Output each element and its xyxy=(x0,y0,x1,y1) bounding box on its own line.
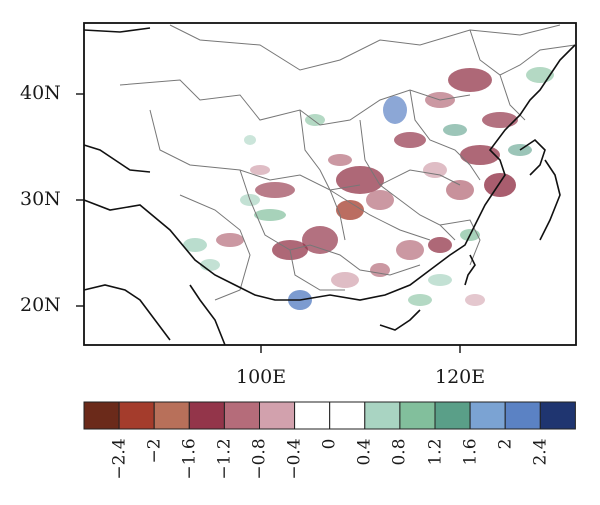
colorbar-tick-label: 1.2 xyxy=(425,437,446,466)
anomaly-blob xyxy=(465,294,485,306)
colorbar-swatch xyxy=(399,401,436,430)
colorbar-swatch xyxy=(153,401,190,430)
lat-ticks xyxy=(76,93,84,307)
lon-ticks xyxy=(260,345,461,353)
colorbar-swatch xyxy=(118,401,155,430)
colorbar-tick-label: −1.2 xyxy=(214,437,235,480)
colorbar-tick-label: 0.4 xyxy=(354,437,375,466)
anomaly-blob xyxy=(366,190,394,210)
colorbar-swatch xyxy=(83,401,120,430)
anomaly-blob xyxy=(254,209,286,221)
colorbar-tick-label: 2 xyxy=(495,438,516,449)
coastlines xyxy=(83,27,576,346)
colorbar-swatch xyxy=(223,401,260,430)
lat-label-40n: 40N xyxy=(20,82,61,104)
lon-label-100e: 100E xyxy=(236,366,287,388)
anomaly-blob xyxy=(396,240,424,260)
colorbar-tick-label: −0.8 xyxy=(249,437,270,480)
anomaly-blob xyxy=(328,154,352,166)
colorbar-tick-label: 2.4 xyxy=(530,437,551,466)
anomaly-blob xyxy=(216,233,244,247)
country-borders xyxy=(119,24,576,301)
anomaly-blob xyxy=(428,274,452,286)
colorbar xyxy=(83,401,576,430)
colorbar-swatch xyxy=(259,401,296,430)
colorbar-tick-label: −1.6 xyxy=(179,437,200,480)
anomaly-blob xyxy=(482,112,518,128)
colorbar-tick-label: 1.6 xyxy=(460,437,481,466)
anomaly-blob xyxy=(370,263,390,277)
anomaly-blob xyxy=(423,162,447,178)
anomaly-blob xyxy=(336,200,364,220)
colorbar-swatch xyxy=(364,401,401,430)
anomaly-blob xyxy=(428,237,452,253)
colorbar-swatch xyxy=(539,401,576,430)
colorbar-tick-label: −0.4 xyxy=(284,437,305,480)
anomaly-blob xyxy=(331,272,359,288)
anomaly-blob xyxy=(448,68,492,92)
anomaly-blob xyxy=(244,135,256,145)
anomaly-blob xyxy=(446,180,474,200)
colorbar-tick-label: −2 xyxy=(144,437,165,464)
colorbar-tick-label: 0 xyxy=(319,438,340,449)
colorbar-swatch xyxy=(504,401,541,430)
anomaly-blob xyxy=(250,165,270,175)
colorbar-swatch xyxy=(188,401,225,430)
lat-label-30n: 30N xyxy=(20,188,61,210)
colorbar-tick-label: 0.8 xyxy=(389,437,410,466)
lat-label-20n: 20N xyxy=(20,294,61,316)
anomaly-blob xyxy=(484,173,516,197)
anomaly-blob xyxy=(394,132,426,148)
colorbar-swatch xyxy=(434,401,471,430)
anomaly-blob xyxy=(383,96,407,124)
colorbar-swatch xyxy=(294,401,331,430)
anomaly-blob xyxy=(183,238,207,252)
lon-label-120e: 120E xyxy=(435,366,486,388)
colorbar-swatch xyxy=(469,401,506,430)
colorbar-tick-label: −2.4 xyxy=(109,437,130,480)
colorbar-swatch xyxy=(329,401,366,430)
anomaly-blob xyxy=(443,124,467,136)
anomaly-blob xyxy=(255,182,295,198)
anomaly-blob xyxy=(302,226,338,254)
anomaly-blob xyxy=(408,294,432,306)
